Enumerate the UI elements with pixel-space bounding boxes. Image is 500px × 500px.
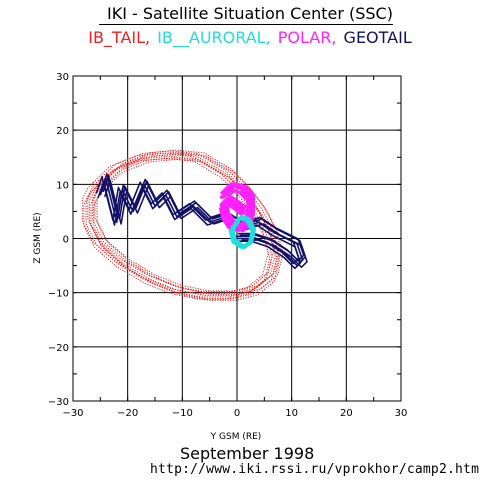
x-tick-label: −10 — [172, 408, 193, 419]
orbit-trace-ib-tail — [92, 151, 279, 294]
source-url[interactable]: http://www.iki.rssi.ru/vprokhor/camp2.ht… — [150, 462, 480, 477]
orbit-trace-ib-tail — [81, 152, 269, 295]
x-tick-label: −30 — [62, 408, 83, 419]
x-tick-label: 10 — [285, 408, 298, 419]
orbit-trace-geotail — [97, 180, 302, 270]
axis-layer: −30 −20 −10 0 10 20 30 −30 −20 −10 0 10 20 30 — [48, 72, 407, 419]
series-geotail — [95, 173, 308, 270]
y-tick-label: 0 — [63, 235, 69, 246]
orbit-trace-ib-auroral — [228, 216, 253, 249]
orbit-trace-geotail — [100, 173, 305, 262]
y-tick-label: 10 — [56, 180, 69, 191]
legend-item-geotail: GEOTAIL — [343, 28, 412, 47]
y-axis-label: Z GSM (RE) — [33, 212, 43, 263]
orbit-trace-ib-tail — [87, 150, 275, 293]
orbit-trace-polar — [225, 189, 255, 233]
orbit-trace-geotail — [95, 176, 300, 265]
orbit-trace-geotail — [103, 179, 308, 268]
legend-item-polar: POLAR, — [277, 28, 337, 47]
orbit-trace-polar — [225, 185, 255, 229]
y-tick-label: 30 — [56, 72, 69, 83]
orbit-trace-ib-tail — [90, 157, 278, 300]
y-tick-label: −20 — [48, 343, 69, 354]
chart-legend: IB_TAIL, IB__AURORAL, POLAR, GEOTAIL — [0, 28, 500, 47]
x-tick-label: −20 — [117, 408, 138, 419]
series-layer — [81, 149, 308, 301]
orbit-trace-ib-tail — [85, 155, 273, 298]
orbit-trace-ib-auroral — [231, 217, 256, 250]
y-tick-label: −10 — [48, 289, 69, 300]
orbit-trace-ib-tail — [88, 154, 276, 296]
series-ib-auroral — [228, 214, 257, 250]
x-tick-label: 30 — [395, 408, 408, 419]
orbit-trace-ib-tail — [93, 158, 281, 301]
orbit-trace-polar — [225, 182, 255, 225]
series-ib-tail — [81, 149, 284, 301]
y-tick-label: 20 — [56, 126, 69, 137]
title-underline — [99, 24, 393, 25]
legend-item-ib-tail: IB_TAIL, — [88, 28, 151, 47]
orbit-trace-ib-tail — [96, 153, 284, 295]
x-tick-label: 20 — [340, 408, 353, 419]
date-caption: September 1998 — [180, 444, 315, 463]
x-axis-label: Y GSM (RE) — [210, 432, 262, 442]
x-tick-label: 0 — [234, 408, 240, 419]
page-title: IKI - Satellite Situation Center (SSC) — [107, 4, 393, 23]
y-tick-label: −30 — [48, 397, 69, 408]
legend-item-ib-auroral: IB__AURORAL, — [157, 28, 271, 47]
orbit-trace-ib-tail — [94, 149, 282, 292]
